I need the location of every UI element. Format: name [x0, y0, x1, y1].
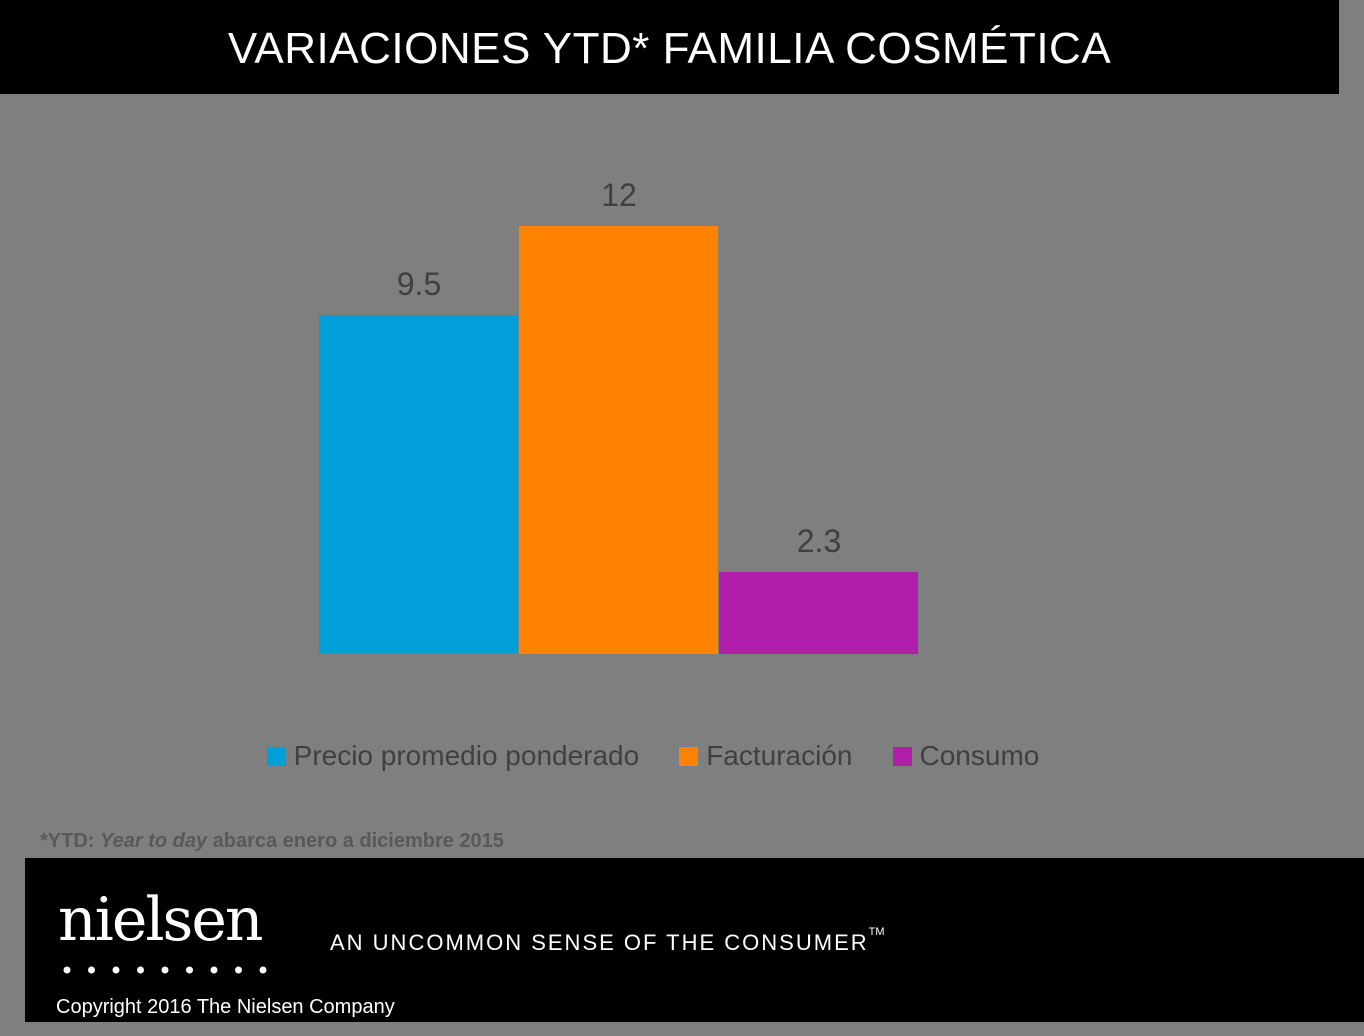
legend-item-2: Facturación [679, 740, 853, 772]
logo-dot [259, 966, 267, 974]
footnote-prefix: *YTD: [40, 830, 100, 852]
bar-chart: 9.5 12 2.3 [319, 177, 918, 654]
legend-item-1: Precio promedio ponderado [266, 740, 640, 772]
logo-dot [186, 966, 193, 974]
footnote: *YTD: Year to day abarca enero a diciemb… [40, 830, 504, 853]
footer: nielsen AN UNCOMMON SENSE OF THE CONSUME… [25, 858, 1364, 1022]
logo-dot [235, 966, 242, 974]
tagline: AN UNCOMMON SENSE OF THE CONSUMERTM [330, 926, 885, 956]
bar-1 [319, 315, 518, 654]
bar-3 [719, 571, 918, 654]
logo-dot [137, 966, 144, 974]
footnote-suffix: abarca enero a diciembre 2015 [207, 830, 504, 852]
logo-dot [161, 966, 169, 974]
legend-swatch-2 [679, 746, 699, 766]
legend-label-3: Consumo [919, 740, 1040, 771]
legend-swatch-3 [892, 746, 912, 766]
data-label-2: 12 [601, 177, 637, 213]
legend-label-1: Precio promedio ponderado [293, 740, 640, 771]
logo-dot [112, 966, 120, 974]
title-bar: VARIACIONES YTD* FAMILIA COSMÉTICA [0, 0, 1339, 94]
trademark-mark: TM [868, 926, 885, 938]
bar-2 [519, 226, 718, 654]
chart-title: VARIACIONES YTD* FAMILIA COSMÉTICA [227, 24, 1112, 73]
chart-legend: Precio promedio ponderado Facturación Cons… [0, 740, 1306, 772]
logo-dot [210, 966, 218, 974]
data-label-3: 2.3 [797, 523, 841, 559]
legend-label-2: Facturación [706, 740, 853, 771]
legend-item-3: Consumo [892, 740, 1040, 772]
data-label-1: 9.5 [397, 266, 441, 302]
logo-dots-icon [63, 966, 267, 974]
logo-dot [88, 966, 95, 974]
legend-swatch-1 [266, 746, 286, 766]
copyright: Copyright 2016 The Nielsen Company [56, 996, 395, 1018]
logo-dot [63, 966, 71, 974]
footnote-italic: Year to day [100, 830, 208, 852]
nielsen-logo: nielsen [58, 885, 263, 955]
tagline-text: AN UNCOMMON SENSE OF THE CONSUMER [330, 930, 869, 955]
